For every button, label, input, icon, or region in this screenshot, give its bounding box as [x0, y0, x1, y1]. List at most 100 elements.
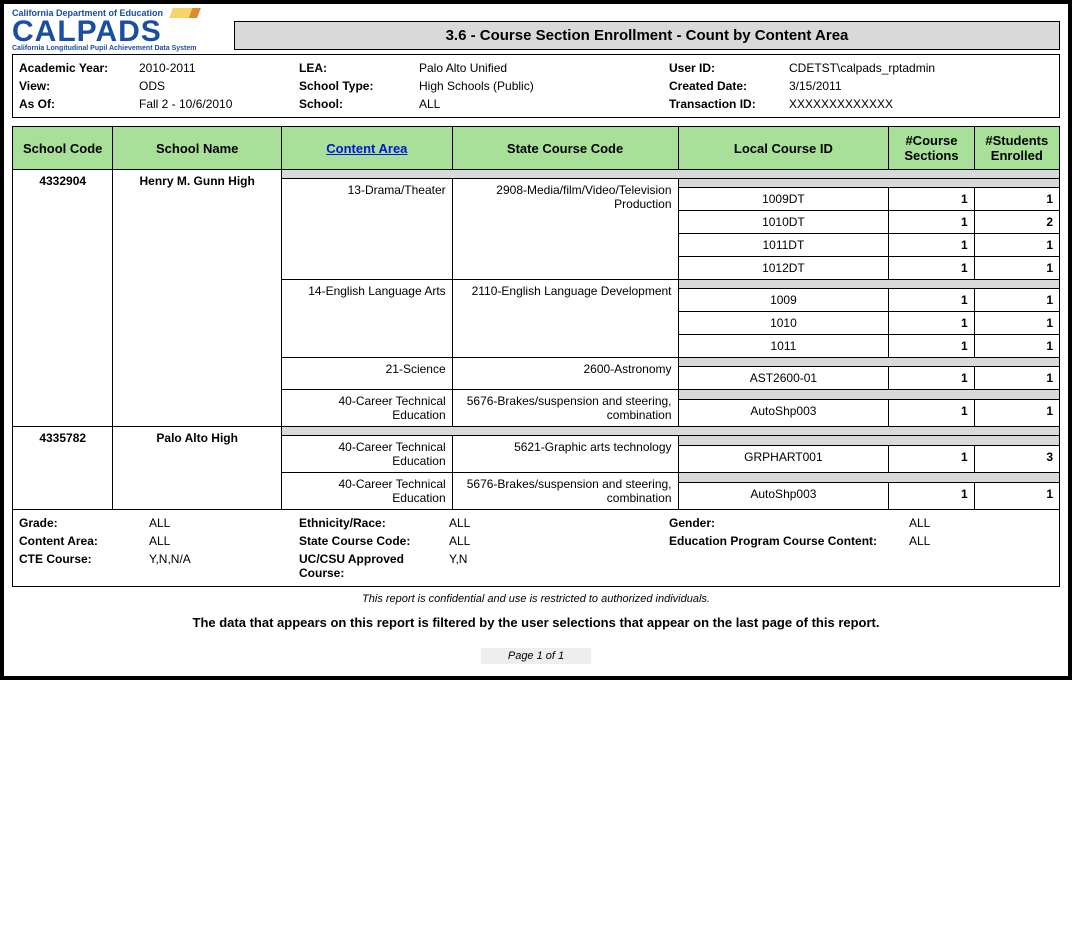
- cell: 1: [889, 446, 974, 473]
- cell: 1: [889, 211, 974, 234]
- cell: 1: [889, 400, 974, 427]
- cell: 1: [974, 367, 1059, 390]
- cell: 1: [974, 188, 1059, 211]
- cell: [282, 427, 1060, 436]
- report-page: California Department of Education CALPA…: [0, 0, 1072, 680]
- school-row: 4332904Henry M. Gunn High: [13, 170, 1060, 179]
- cell: 1: [974, 234, 1059, 257]
- filters-col-2: Ethnicity/Race:ALLState Course Code:ALLU…: [293, 510, 663, 586]
- meta-value: Fall 2 - 10/6/2010: [139, 97, 287, 111]
- meta-value: ALL: [449, 534, 657, 548]
- cell: 1: [889, 188, 974, 211]
- col-school-name: School Name: [113, 127, 282, 170]
- cell: [678, 280, 1059, 289]
- meta-label: User ID:: [669, 61, 789, 75]
- meta-value: ALL: [149, 516, 287, 530]
- filter-note: The data that appears on this report is …: [12, 615, 1060, 630]
- meta-value: ALL: [419, 97, 657, 111]
- meta-row: LEA:Palo Alto Unified: [299, 59, 657, 77]
- cell: 2600-Astronomy: [452, 358, 678, 390]
- cell: AutoShp003: [678, 483, 889, 510]
- meta-label: State Course Code:: [299, 534, 449, 548]
- cell: 5621-Graphic arts technology: [452, 436, 678, 473]
- meta-value: High Schools (Public): [419, 79, 657, 93]
- pencil-icon: [169, 8, 201, 18]
- col-content-area-link[interactable]: Content Area: [282, 127, 453, 170]
- col-sections: #Course Sections: [889, 127, 974, 170]
- meta-col-1: Academic Year:2010-2011View:ODSAs Of:Fal…: [13, 55, 293, 117]
- school-row: 4335782Palo Alto High: [13, 427, 1060, 436]
- col-students: #Students Enrolled: [974, 127, 1059, 170]
- meta-value: XXXXXXXXXXXXX: [789, 97, 1053, 111]
- cell: 1: [889, 257, 974, 280]
- cell: 1012DT: [678, 257, 889, 280]
- cell: [678, 179, 1059, 188]
- meta-row: View:ODS: [19, 77, 287, 95]
- cell: 40-Career Technical Education: [282, 473, 453, 510]
- meta-row: Education Program Course Content:ALL: [669, 532, 1053, 550]
- cell: AutoShp003: [678, 400, 889, 427]
- meta-row: Content Area:ALL: [19, 532, 287, 550]
- cell: 1011: [678, 335, 889, 358]
- cell: 1010: [678, 312, 889, 335]
- col-state-course: State Course Code: [452, 127, 678, 170]
- cell: 1: [974, 257, 1059, 280]
- report-title: 3.6 - Course Section Enrollment - Count …: [234, 21, 1060, 50]
- header-row: School Code School Name Content Area Sta…: [13, 127, 1060, 170]
- cell: 1: [889, 312, 974, 335]
- cell: 1: [974, 312, 1059, 335]
- meta-label: UC/CSU Approved Course:: [299, 552, 449, 580]
- meta-value: Y,N,N/A: [149, 552, 287, 566]
- filters-block: Grade:ALLContent Area:ALLCTE Course:Y,N,…: [12, 510, 1060, 587]
- meta-value: CDETST\calpads_rptadmin: [789, 61, 1053, 75]
- filters-col-3: Gender:ALLEducation Program Course Conte…: [663, 510, 1059, 586]
- cell: 1011DT: [678, 234, 889, 257]
- cell: 1: [889, 234, 974, 257]
- cell: 2908-Media/film/Video/Television Product…: [452, 179, 678, 280]
- meta-value: ALL: [449, 516, 657, 530]
- meta-row: Grade:ALL: [19, 514, 287, 532]
- meta-label: LEA:: [299, 61, 419, 75]
- cell: 1009: [678, 289, 889, 312]
- meta-row: As Of:Fall 2 - 10/6/2010: [19, 95, 287, 113]
- meta-label: Grade:: [19, 516, 149, 530]
- cell: 5676-Brakes/suspension and steering, com…: [452, 473, 678, 510]
- meta-value: ALL: [149, 534, 287, 548]
- col-local-course: Local Course ID: [678, 127, 889, 170]
- cell: 1: [889, 367, 974, 390]
- meta-row: UC/CSU Approved Course:Y,N: [299, 550, 657, 582]
- cell: 2: [974, 211, 1059, 234]
- meta-label: Content Area:: [19, 534, 149, 548]
- meta-col-3: User ID:CDETST\calpads_rptadminCreated D…: [663, 55, 1059, 117]
- meta-row: Gender:ALL: [669, 514, 1053, 532]
- meta-row: CTE Course:Y,N,N/A: [19, 550, 287, 568]
- cell: 1: [889, 483, 974, 510]
- cell: [678, 473, 1059, 483]
- cell: AST2600-01: [678, 367, 889, 390]
- meta-value: ALL: [909, 516, 1053, 530]
- meta-label: As Of:: [19, 97, 139, 111]
- logo-block: California Department of Education CALPA…: [12, 8, 234, 52]
- meta-label: Ethnicity/Race:: [299, 516, 449, 530]
- logo-main: CALPADS: [12, 18, 234, 45]
- cell: 4335782: [13, 427, 113, 510]
- cell: 2110-English Language Development: [452, 280, 678, 358]
- cell: [678, 358, 1059, 367]
- meta-value: Palo Alto Unified: [419, 61, 657, 75]
- cell: 1: [974, 335, 1059, 358]
- meta-label: School Type:: [299, 79, 419, 93]
- cell: [282, 170, 1060, 179]
- cell: [678, 390, 1059, 400]
- page-indicator: Page 1 of 1: [481, 648, 591, 664]
- meta-label: CTE Course:: [19, 552, 149, 566]
- meta-row: State Course Code:ALL: [299, 532, 657, 550]
- header-row: California Department of Education CALPA…: [12, 8, 1060, 52]
- meta-row: School:ALL: [299, 95, 657, 113]
- cell: 14-English Language Arts: [282, 280, 453, 358]
- confidential-note: This report is confidential and use is r…: [12, 593, 1060, 605]
- cell: 1: [974, 289, 1059, 312]
- cell: 1: [889, 289, 974, 312]
- cell: Palo Alto High: [113, 427, 282, 510]
- cell: 1009DT: [678, 188, 889, 211]
- cell: 1: [974, 483, 1059, 510]
